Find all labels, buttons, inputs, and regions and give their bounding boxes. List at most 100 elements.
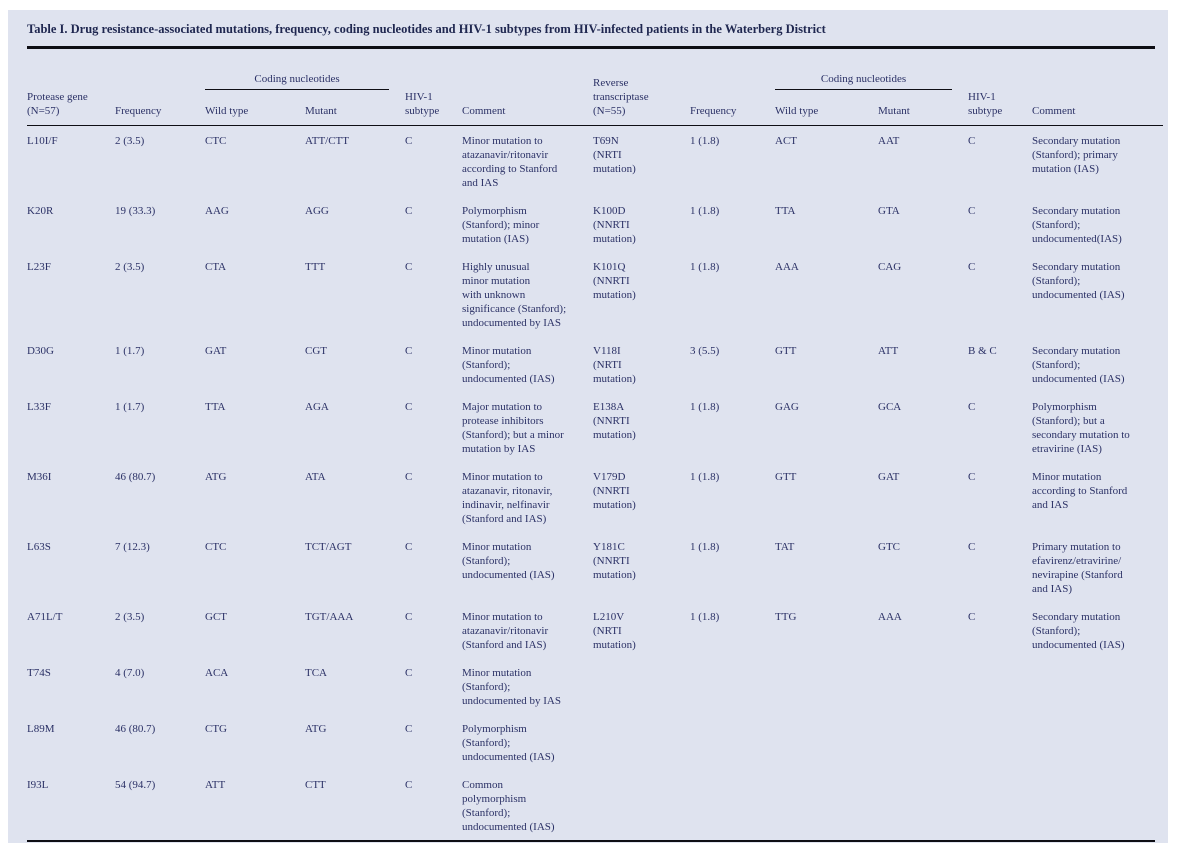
rt-frequency-cell	[690, 714, 775, 770]
mutant-cell: TGT/AAA	[305, 611, 354, 623]
rt-wild-type-cell: GTT	[775, 471, 797, 483]
rt-gene-cell: L210V (NRTI mutation)	[593, 611, 636, 651]
table-header: Protease gene (N=57) Frequency Coding nu…	[27, 49, 1163, 126]
comment-cell: Minor mutation to atazanavir, ritonavir,…	[462, 471, 553, 525]
protease-gene-cell: A71L/T	[27, 611, 63, 623]
table-bottom-rule	[27, 840, 1155, 843]
wild-type-cell: ACA	[205, 667, 229, 679]
rt-gene-cell	[593, 770, 690, 840]
rt-comment-cell: Secondary mutation (Stanford); undocumen…	[1032, 261, 1125, 301]
rt-wild-type-cell: TAT	[775, 541, 795, 553]
rt-subtype-cell: C	[968, 205, 976, 217]
rt-wild-type-cell: ACT	[775, 135, 797, 147]
mutant-cell: AGG	[305, 205, 329, 217]
mutant-cell: CGT	[305, 345, 327, 357]
rt-mutant-cell: AAT	[878, 135, 900, 147]
header-frequency-right: Frequency	[690, 105, 737, 117]
frequency-cell: 4 (7.0)	[115, 667, 145, 679]
rt-frequency-cell: 1 (1.8)	[690, 471, 720, 483]
subtype-cell: C	[405, 135, 413, 147]
rt-frequency-cell: 1 (1.8)	[690, 611, 720, 623]
frequency-cell: 1 (1.7)	[115, 345, 145, 357]
frequency-cell: 2 (3.5)	[115, 611, 145, 623]
subtype-cell: C	[405, 779, 413, 791]
header-subtype-left: HIV-1 subtype	[405, 91, 440, 117]
mutant-cell: AGA	[305, 401, 329, 413]
rt-frequency-cell	[690, 770, 775, 840]
table-row: D30G 1 (1.7) GAT CGT C Minor mutation (S…	[27, 336, 1163, 392]
wild-type-cell: CTG	[205, 723, 227, 735]
rt-subtype-cell	[968, 714, 1032, 770]
header-wild-type-left: Wild type	[205, 105, 249, 117]
header-reverse-transcriptase: Reverse transcriptase (N=55)	[593, 77, 649, 117]
comment-cell: Minor mutation (Stanford); undocumented …	[462, 345, 555, 385]
subtype-cell: C	[405, 723, 413, 735]
subtype-cell: C	[405, 471, 413, 483]
rt-frequency-cell: 1 (1.8)	[690, 541, 720, 553]
wild-type-cell: GCT	[205, 611, 227, 623]
frequency-cell: 2 (3.5)	[115, 261, 145, 273]
rt-subtype-cell: C	[968, 611, 976, 623]
rt-mutant-cell: GTA	[878, 205, 900, 217]
subtype-cell: C	[405, 205, 413, 217]
header-spanner-row: Protease gene (N=57) Frequency Coding nu…	[27, 49, 1163, 117]
subtype-cell: C	[405, 611, 413, 623]
table-row: T74S 4 (7.0) ACA TCA C Minor mutation (S…	[27, 658, 1163, 714]
protease-gene-cell: D30G	[27, 345, 54, 357]
table-row: I93L 54 (94.7) ATT CTT C Common polymorp…	[27, 770, 1163, 840]
table-row: L23F 2 (3.5) CTA TTT C Highly unusual mi…	[27, 252, 1163, 336]
rt-comment-cell: Minor mutation according to Stanford and…	[1032, 471, 1128, 511]
frequency-cell: 54 (94.7)	[115, 779, 156, 791]
rt-mutant-cell: ATT	[878, 345, 899, 357]
comment-cell: Polymorphism (Stanford); minor mutation …	[462, 205, 540, 245]
subtype-cell: C	[405, 345, 413, 357]
rt-frequency-cell: 1 (1.8)	[690, 135, 720, 147]
header-frequency-left: Frequency	[115, 105, 162, 117]
comment-cell: Major mutation to protease inhibitors (S…	[462, 401, 564, 455]
rt-mutant-cell	[878, 658, 968, 714]
protease-gene-cell: I93L	[27, 779, 49, 791]
subtype-cell: C	[405, 401, 413, 413]
rt-mutant-cell: GCA	[878, 401, 902, 413]
frequency-cell: 1 (1.7)	[115, 401, 145, 413]
rt-frequency-cell	[690, 658, 775, 714]
rt-mutant-cell: GAT	[878, 471, 900, 483]
protease-gene-cell: L89M	[27, 723, 55, 735]
header-coding-nucleotides-left: Coding nucleotides	[205, 49, 405, 104]
table-row: L10I/F 2 (3.5) CTC ATT/CTT C Minor mutat…	[27, 126, 1163, 197]
rt-gene-cell: K101Q (NNRTI mutation)	[593, 261, 636, 301]
rt-gene-cell	[593, 714, 690, 770]
coding-nucleotides-left-label: Coding nucleotides	[205, 72, 389, 90]
rt-gene-cell: V179D (NNRTI mutation)	[593, 471, 636, 511]
rt-wild-type-cell	[775, 714, 878, 770]
coding-nucleotides-right-label: Coding nucleotides	[775, 72, 952, 90]
rt-subtype-cell: C	[968, 541, 976, 553]
header-protease-gene: Protease gene (N=57)	[27, 91, 88, 117]
rt-frequency-cell: 1 (1.8)	[690, 401, 720, 413]
rt-comment-cell: Secondary mutation (Stanford); undocumen…	[1032, 611, 1125, 651]
rt-wild-type-cell: TTG	[775, 611, 797, 623]
rt-gene-cell: T69N (NRTI mutation)	[593, 135, 636, 175]
wild-type-cell: CTC	[205, 541, 227, 553]
rt-comment-cell: Polymorphism (Stanford); but a secondary…	[1032, 401, 1130, 455]
protease-gene-cell: T74S	[27, 667, 51, 679]
header-mutant-right: Mutant	[878, 105, 910, 117]
rt-gene-cell: V118I (NRTI mutation)	[593, 345, 636, 385]
subtype-cell: C	[405, 261, 413, 273]
mutant-cell: ATT/CTT	[305, 135, 349, 147]
rt-subtype-cell: C	[968, 471, 976, 483]
rt-comment-cell: Secondary mutation (Stanford); undocumen…	[1032, 345, 1125, 385]
wild-type-cell: CTA	[205, 261, 227, 273]
header-sub-row: Wild type Mutant Wild type Mutant	[27, 104, 1163, 126]
frequency-cell: 46 (80.7)	[115, 723, 156, 735]
rt-mutant-cell: CAG	[878, 261, 902, 273]
rt-wild-type-cell	[775, 770, 878, 840]
mutant-cell: TCA	[305, 667, 327, 679]
rt-mutant-cell: AAA	[878, 611, 902, 623]
table-title: Table I. Drug resistance-associated muta…	[27, 10, 1155, 49]
protease-gene-cell: M36I	[27, 471, 52, 483]
rt-frequency-cell: 3 (5.5)	[690, 345, 720, 357]
rt-gene-cell: E138A (NNRTI mutation)	[593, 401, 636, 441]
table-row: A71L/T 2 (3.5) GCT TGT/AAA C Minor mutat…	[27, 602, 1163, 658]
rt-comment-cell: Primary mutation to efavirenz/etravirine…	[1032, 541, 1123, 595]
